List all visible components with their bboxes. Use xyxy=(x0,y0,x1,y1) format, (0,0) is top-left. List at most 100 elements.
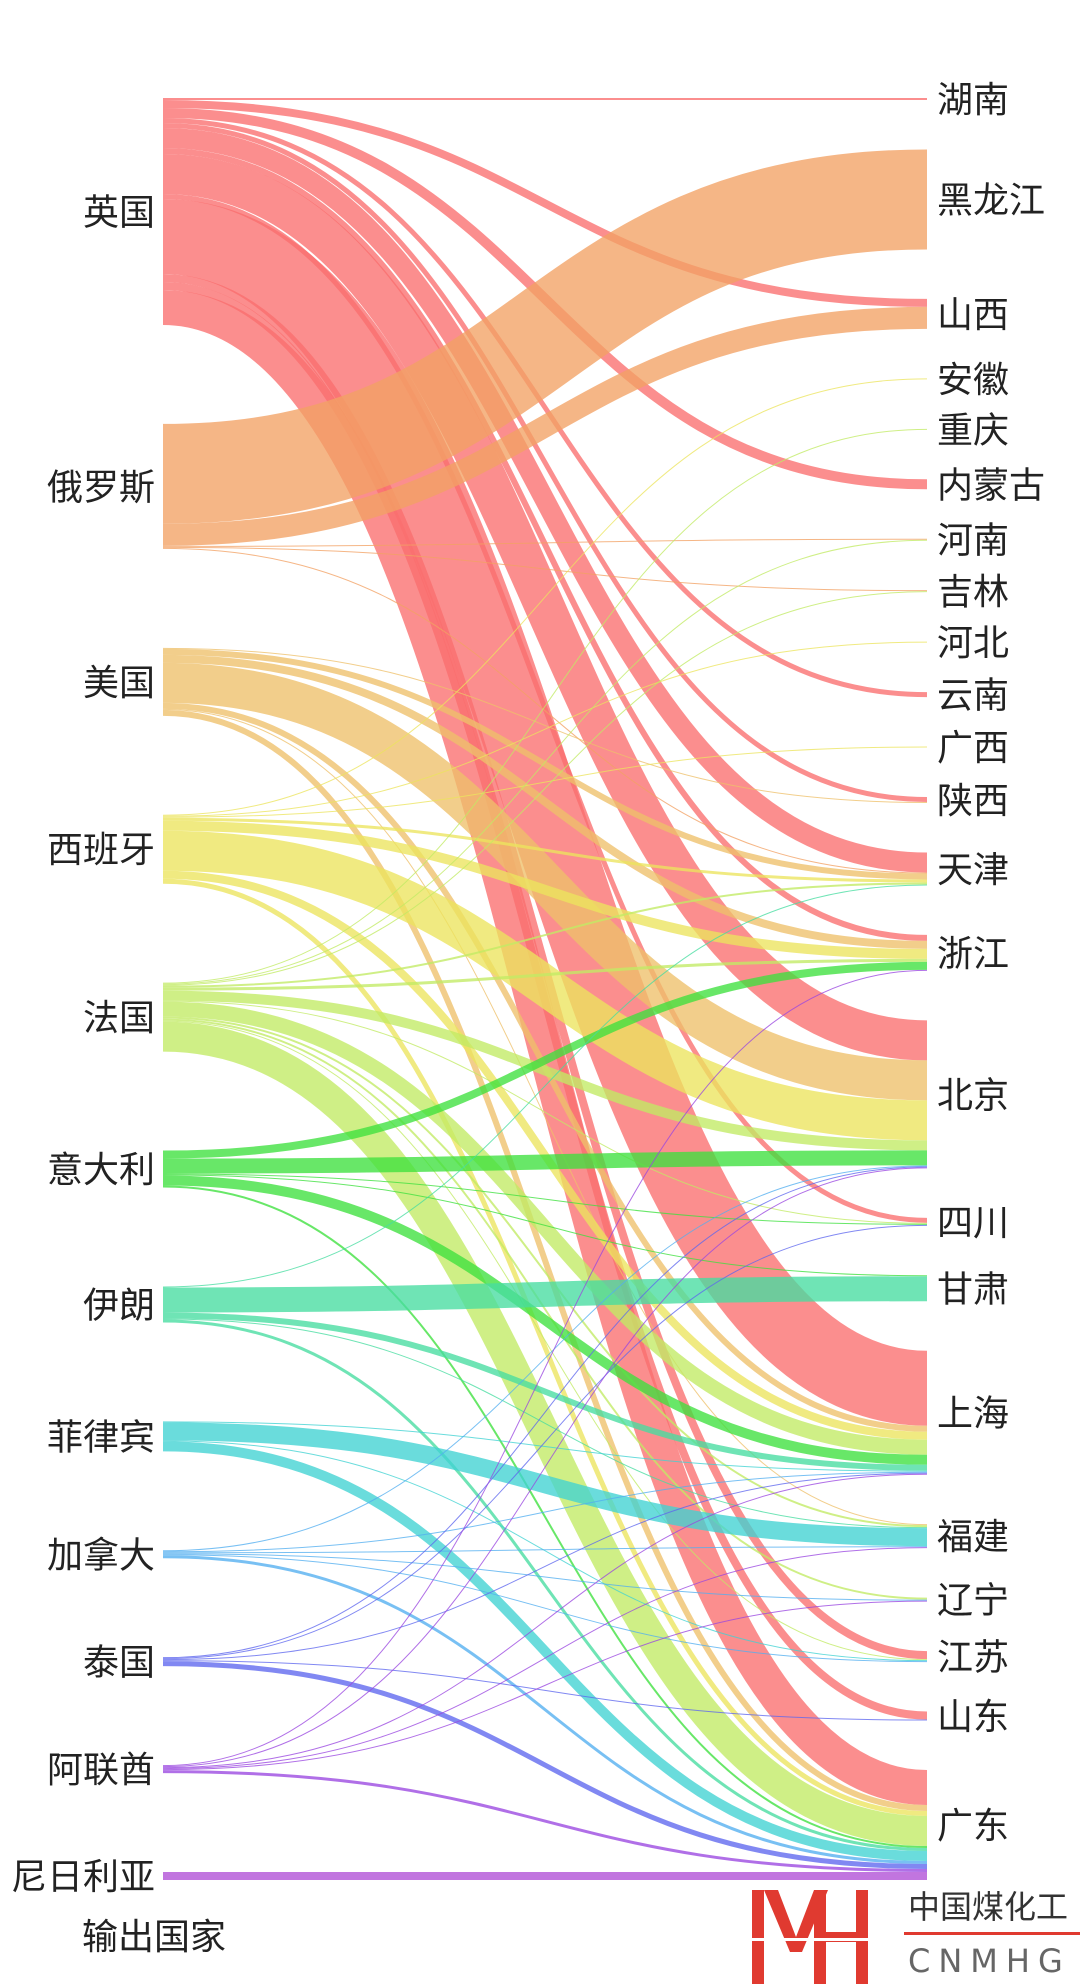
flow-link xyxy=(162,1166,928,1659)
target-label: 福建 xyxy=(937,1517,1009,1558)
flow-link xyxy=(162,1165,928,1552)
flow-link xyxy=(162,1016,928,1528)
target-label: 广东 xyxy=(937,1806,1009,1847)
flow-link xyxy=(162,817,928,883)
source-label: 美国 xyxy=(83,663,155,704)
flow-link xyxy=(162,1546,928,1554)
source-label: 英国 xyxy=(83,193,155,234)
flow-link xyxy=(162,1553,928,1601)
flow-link xyxy=(162,1318,928,1529)
target-label: 安徽 xyxy=(937,360,1009,401)
flow-link xyxy=(162,1661,928,1869)
flow-link xyxy=(162,708,928,1526)
flow-link xyxy=(162,1555,928,1864)
source-label: 菲律宾 xyxy=(47,1417,155,1458)
flow-link xyxy=(162,647,928,803)
flow-link xyxy=(162,1000,928,1224)
flow-link xyxy=(162,539,928,985)
flow-link xyxy=(162,1185,928,1848)
flow-link xyxy=(162,746,928,818)
cnmhg-logo: 中国煤化工 CNMHG xyxy=(752,1888,1080,1984)
flow-link xyxy=(162,1770,928,1872)
target-label: 天津 xyxy=(937,850,1009,891)
flow-link xyxy=(162,958,928,991)
flow-link xyxy=(162,1021,928,1846)
flow-link xyxy=(162,648,928,880)
flow-link xyxy=(162,1173,928,1225)
target-label: 北京 xyxy=(937,1075,1009,1116)
flow-link xyxy=(162,1174,928,1277)
flow-link xyxy=(162,428,928,984)
flow-link xyxy=(162,641,928,817)
flow-link xyxy=(162,1473,928,1769)
flow-link xyxy=(162,128,928,873)
flow-link xyxy=(161,199,929,1426)
flow-link xyxy=(162,1020,928,1661)
flow-link xyxy=(162,654,928,949)
flow-link xyxy=(162,1001,928,1455)
source-label: 加拿大 xyxy=(47,1535,155,1576)
target-label: 江苏 xyxy=(937,1638,1009,1679)
source-label: 俄罗斯 xyxy=(47,467,155,508)
target-label: 河南 xyxy=(937,521,1009,562)
target-label: 山东 xyxy=(937,1697,1009,1738)
target-label: 四川 xyxy=(937,1203,1009,1244)
flow-link xyxy=(162,591,928,986)
flow-link xyxy=(162,154,928,1061)
flow-link xyxy=(162,1422,928,1547)
flow-link xyxy=(162,1018,928,1600)
flow-link xyxy=(162,1319,928,1851)
source-label: 法国 xyxy=(83,998,155,1039)
x-axis-label: 输出国家 xyxy=(82,1917,227,1958)
flow-link xyxy=(162,1312,928,1471)
target-label: 浙江 xyxy=(937,934,1009,975)
flow-link xyxy=(162,1660,928,1721)
target-label: 内蒙古 xyxy=(937,465,1045,506)
target-label: 黑龙江 xyxy=(937,180,1045,221)
flow-link xyxy=(162,118,928,698)
target-label: 河北 xyxy=(937,623,1009,664)
flow-link xyxy=(162,306,928,546)
flow-link xyxy=(162,709,928,1811)
logo-en-text: CNMHG xyxy=(908,1942,1071,1980)
target-label: 广西 xyxy=(937,728,1009,769)
flow-link xyxy=(162,1472,928,1661)
source-label: 阿联酋 xyxy=(47,1750,155,1791)
target-label: 吉林 xyxy=(937,572,1009,613)
source-label: 伊朗 xyxy=(83,1285,155,1326)
source-label: 尼日利亚 xyxy=(11,1857,155,1898)
flow-link xyxy=(162,378,928,816)
flow-link xyxy=(162,990,928,1151)
flow-link xyxy=(162,546,928,592)
flow-link xyxy=(162,878,928,1816)
flow-link xyxy=(162,1471,928,1553)
flow-link xyxy=(162,1600,928,1771)
target-label: 湖南 xyxy=(937,80,1009,121)
source-label: 泰国 xyxy=(83,1643,155,1684)
flow-link xyxy=(162,820,928,959)
logo-cn-text: 中国煤化工 xyxy=(908,1888,1068,1926)
flow-link xyxy=(162,969,928,1767)
target-label: 云南 xyxy=(937,676,1009,717)
target-label: 陕西 xyxy=(937,781,1009,822)
source-label: 西班牙 xyxy=(47,830,155,871)
flow-link xyxy=(162,1554,928,1663)
flow-link xyxy=(162,1276,928,1313)
flow-link xyxy=(162,123,928,802)
target-label: 辽宁 xyxy=(937,1581,1009,1622)
flow-link xyxy=(162,961,928,1159)
flow-link xyxy=(162,662,928,1101)
flow-link xyxy=(162,1224,928,1660)
flow-link xyxy=(162,290,928,1805)
target-label: 山西 xyxy=(937,295,1009,336)
flow-link xyxy=(162,1547,928,1770)
flow-link xyxy=(162,1441,928,1861)
flow-link xyxy=(162,538,928,547)
flow-link xyxy=(162,882,928,988)
flow-link xyxy=(162,1175,928,1465)
target-label: 上海 xyxy=(937,1394,1009,1435)
flow-link xyxy=(162,1440,928,1662)
flow-link xyxy=(162,884,928,1288)
